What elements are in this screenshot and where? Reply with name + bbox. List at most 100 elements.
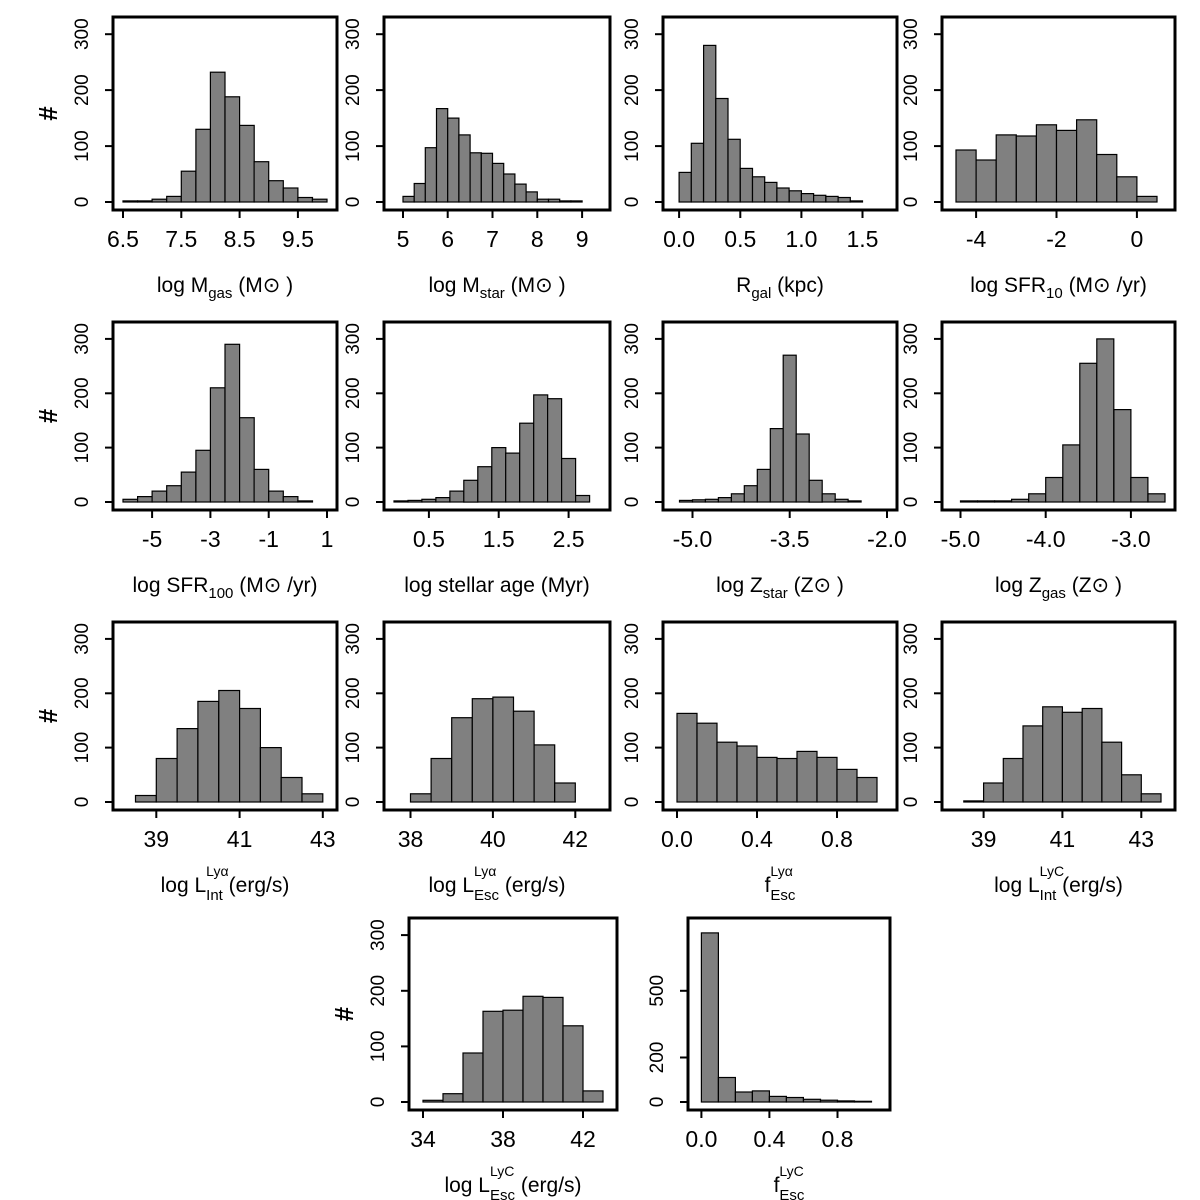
log-l-esc-lya-bar (430, 757, 453, 803)
log-l-esc-lyc-x-axis-label: log LLyC Esc (erg/s) (444, 1163, 581, 1200)
f-esc-lyc-bar (734, 1091, 754, 1103)
log-l-esc-lyc-bar (502, 1009, 524, 1103)
log-mstar-bar (402, 195, 415, 203)
log-sfr100-x-tick-label: -1 (258, 526, 278, 552)
log-l-int-lyc-bar (963, 800, 985, 803)
log-sfr10-bar (955, 149, 977, 203)
log-l-int-lya-bar (239, 707, 262, 803)
log-l-esc-lya-bar (471, 698, 494, 803)
log-l-int-lya-bar (197, 700, 220, 803)
log-zgas-bar (1130, 476, 1149, 503)
log-mstar-x-tick-label: 7 (486, 226, 499, 252)
log-zgas-bar (1079, 362, 1098, 503)
log-zgas-bar (993, 500, 1013, 503)
f-esc-lya-bar (856, 776, 878, 803)
f-esc-lyc-bar (819, 1099, 839, 1103)
log-l-int-lya-bar (218, 689, 241, 803)
log-mstar-bar (536, 198, 550, 203)
log-stellar-age-y-tick-label: 0 (343, 497, 364, 508)
log-sfr10-x-tick-label: -2 (1046, 226, 1066, 252)
log-zstar-bar (834, 498, 849, 503)
log-zgas-x-tick-label: -4.0 (1026, 526, 1066, 552)
log-mstar-x-tick-label: 8 (531, 226, 544, 252)
log-stellar-age-bar (560, 457, 577, 503)
f-esc-lya-bar (696, 722, 718, 803)
log-mstar-bar (480, 152, 494, 203)
log-sfr100-bar (195, 449, 212, 503)
log-mgas-y-tick-label: 300 (72, 18, 93, 50)
log-l-esc-lya-bar (512, 710, 535, 803)
log-zgas-y-tick-label: 200 (901, 377, 922, 409)
f-esc-lya-frame (661, 620, 899, 812)
f-esc-lya-bar (716, 741, 738, 803)
log-l-esc-lya-y-tick-label: 0 (343, 797, 364, 808)
log-sfr10-x-tick-label: -4 (966, 226, 987, 252)
log-sfr100-bar (297, 500, 314, 503)
log-l-esc-lya-frame (382, 620, 612, 812)
log-l-int-lyc-bar (1101, 741, 1123, 803)
f-esc-lyc-y-tick-label: 500 (647, 975, 668, 1007)
log-zstar-x-tick-label: -3.5 (770, 526, 810, 552)
log-zstar-y-tick-label: 0 (622, 497, 643, 508)
log-mstar-bar (503, 173, 516, 203)
log-zstar-frame (661, 320, 899, 512)
f-esc-lya-x-tick-label: 0.8 (821, 826, 853, 852)
log-l-int-lya-bar (155, 757, 178, 803)
log-stellar-age-x-tick-label: 2.5 (553, 526, 585, 552)
log-l-esc-lyc-y-tick-label: 200 (368, 975, 389, 1007)
log-l-int-lya-x-axis-label: log LLyα Int (erg/s) (161, 863, 290, 904)
log-sfr10-bar (995, 134, 1017, 203)
log-mgas-bar (311, 198, 328, 203)
log-l-int-lyc-bar (1081, 707, 1103, 803)
log-mgas-bar (297, 196, 314, 203)
r-gal-y-tick-label: 0 (622, 197, 643, 208)
r-gal-bar (690, 142, 705, 203)
r-gal-x-tick-label: 1.0 (785, 226, 817, 252)
log-mgas-y-tick-label: 0 (72, 197, 93, 208)
r-gal-bar (727, 138, 741, 203)
log-l-esc-lya-x-tick-label: 40 (480, 826, 506, 852)
log-zstar-x-axis-label: log Zstar (Z⊙ ) (716, 574, 844, 602)
log-zstar-bar (808, 479, 823, 503)
log-l-int-lyc-x-tick-label: 43 (1129, 826, 1155, 852)
log-zstar-bar (795, 433, 810, 503)
log-zstar-bar (769, 428, 784, 503)
log-zgas-x-tick-label: -5.0 (941, 526, 981, 552)
log-sfr10-bar (1015, 135, 1037, 203)
log-l-int-lyc-bar (1061, 711, 1083, 803)
log-zstar-bar (678, 499, 694, 503)
log-sfr10-x-axis-label: log SFR10 (M⊙ /yr) (970, 274, 1147, 302)
log-l-int-lya-y-tick-label: 0 (72, 797, 93, 808)
r-gal-bar (715, 97, 729, 203)
log-zgas-x-tick-label: -3.0 (1111, 526, 1151, 552)
log-zstar-y-tick-label: 100 (622, 432, 643, 464)
log-l-int-lya-bar (301, 793, 324, 803)
log-zgas-y-tick-label: 300 (901, 323, 922, 355)
log-l-esc-lyc-bar (582, 1090, 604, 1103)
log-l-int-lya-x-tick-label: 39 (144, 826, 170, 852)
log-l-esc-lya-y-tick-label: 300 (343, 623, 364, 655)
log-l-int-lya-bar (176, 727, 199, 803)
log-l-int-lya-bar (259, 746, 282, 803)
log-mstar-bar (458, 134, 471, 203)
log-stellar-age-bar (546, 398, 563, 503)
log-l-int-lyc-x-tick-label: 39 (971, 826, 997, 852)
log-mstar-bar (447, 117, 460, 203)
r-gal-bar (788, 190, 803, 203)
log-stellar-age-y-tick-label: 300 (343, 323, 364, 355)
f-esc-lyc-bar (836, 1100, 856, 1103)
log-l-esc-lyc-y-tick-label: 0 (368, 1097, 389, 1108)
log-sfr10-bar (975, 159, 997, 203)
log-zgas-bar (1045, 476, 1064, 503)
log-stellar-age-bar (421, 498, 437, 503)
log-zstar-bar (730, 493, 746, 503)
f-esc-lyc-bar (700, 932, 720, 1103)
r-gal-bar (678, 171, 692, 203)
log-stellar-age-x-axis-label: log stellar age (Myr) (404, 574, 590, 597)
f-esc-lya-bar (676, 712, 698, 803)
log-zstar-x-tick-label: -5.0 (673, 526, 713, 552)
r-gal-bar (849, 200, 864, 203)
log-sfr10-bar (1096, 153, 1118, 203)
r-gal-y-tick-label: 300 (622, 18, 643, 50)
